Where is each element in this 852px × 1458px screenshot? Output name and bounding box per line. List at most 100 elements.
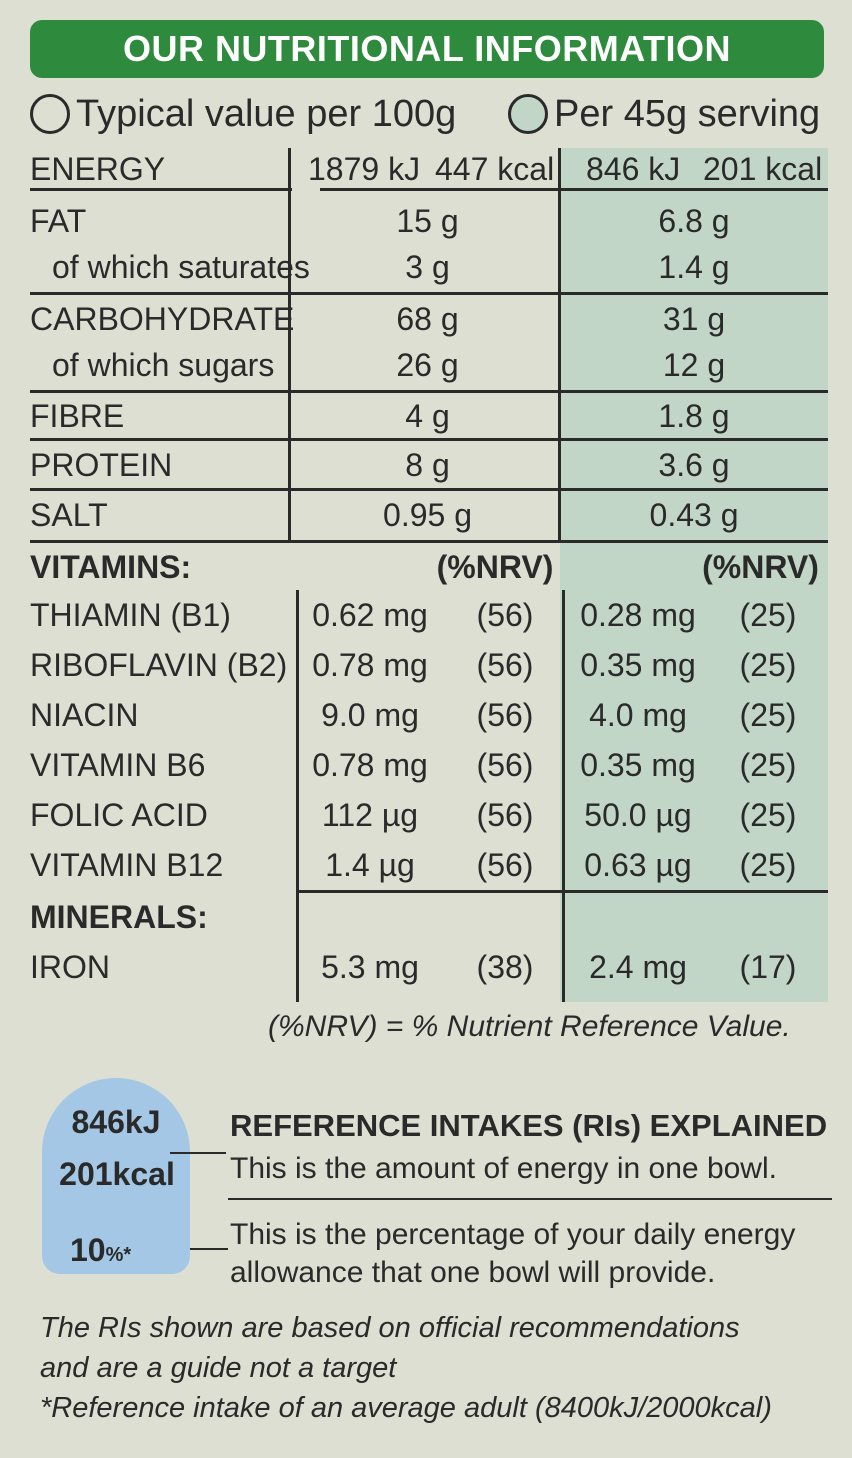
row-label: THIAMIN (B1) bbox=[30, 596, 231, 633]
footer-notes: The RIs shown are based on official reco… bbox=[40, 1308, 830, 1428]
nrv-serving: (17) bbox=[739, 948, 797, 985]
ri-leader-line bbox=[190, 1248, 228, 1250]
empty-circle-icon bbox=[30, 94, 70, 134]
nrv-100g: (56) bbox=[476, 746, 534, 783]
legend-per-100g-label: Typical value per 100g bbox=[76, 92, 457, 135]
table-row: IRON 5.3 mg (38) 2.4 mg (17) bbox=[30, 942, 828, 992]
row-label: FAT bbox=[30, 202, 87, 239]
vitamins-header-row: VITAMINS: (%NRV) (%NRV) bbox=[30, 544, 828, 590]
table-row: of which saturates 3 g 1.4 g bbox=[30, 244, 828, 290]
value-serving: 0.43 g bbox=[649, 496, 739, 533]
ri-percent-suffix: %* bbox=[105, 1244, 132, 1266]
table-row: VITAMIN B6 0.78 mg (56) 0.35 mg (25) bbox=[30, 740, 828, 790]
row-label: RIBOFLAVIN (B2) bbox=[30, 646, 288, 683]
table-row: FIBRE 4 g 1.8 g bbox=[30, 394, 828, 438]
amount-100g: 0.78 mg bbox=[312, 646, 428, 683]
column-divider bbox=[558, 148, 561, 540]
nrv-100g: (38) bbox=[476, 948, 534, 985]
value-serving: 1.4 g bbox=[658, 248, 730, 285]
energy-kj-100g: 1879 kJ bbox=[308, 150, 421, 187]
amount-100g: 0.78 mg bbox=[312, 746, 428, 783]
nrv-serving: (25) bbox=[739, 846, 797, 883]
value-100g: 0.95 g bbox=[383, 496, 472, 533]
minerals-header-row: MINERALS: bbox=[30, 894, 828, 940]
column-divider bbox=[288, 148, 291, 540]
minerals-heading: MINERALS: bbox=[30, 898, 208, 935]
value-serving: 12 g bbox=[662, 346, 726, 383]
row-label: of which saturates bbox=[52, 248, 310, 285]
amount-100g: 1.4 µg bbox=[325, 846, 415, 883]
title-banner: OUR NUTRITIONAL INFORMATION bbox=[30, 20, 824, 78]
amount-100g: 5.3 mg bbox=[321, 948, 419, 985]
nrv-footnote: (%NRV) = % Nutrient Reference Value. bbox=[268, 1010, 791, 1043]
amount-100g: 0.62 mg bbox=[312, 596, 428, 633]
legend-per-serving-label: Per 45g serving bbox=[554, 92, 821, 135]
row-label: NIACIN bbox=[30, 696, 139, 733]
table-row: RIBOFLAVIN (B2) 0.78 mg (56) 0.35 mg (25… bbox=[30, 640, 828, 690]
legend-per-serving: Per 45g serving bbox=[508, 88, 820, 140]
table-divider bbox=[30, 438, 828, 441]
table-divider bbox=[30, 488, 828, 491]
ri-badge bbox=[42, 1078, 190, 1274]
energy-kcal-serving: 201 kcal bbox=[703, 150, 823, 187]
ri-percent-description: This is the percentage of your daily ene… bbox=[230, 1218, 796, 1289]
value-serving: 31 g bbox=[662, 300, 726, 337]
nrv-header-serving: (%NRV) bbox=[702, 548, 819, 585]
amount-serving: 0.35 mg bbox=[580, 746, 696, 783]
amount-serving: 2.4 mg bbox=[589, 948, 687, 985]
nrv-100g: (56) bbox=[476, 696, 534, 733]
table-row: PROTEIN 8 g 3.6 g bbox=[30, 442, 828, 488]
amount-100g: 112 µg bbox=[321, 796, 419, 833]
table-divider bbox=[30, 540, 828, 543]
table-row: FAT 15 g 6.8 g bbox=[30, 198, 828, 244]
ri-heading: REFERENCE INTAKES (RIs) EXPLAINED bbox=[230, 1108, 828, 1143]
row-label: SALT bbox=[30, 496, 108, 533]
nrv-serving: (25) bbox=[739, 746, 797, 783]
legend-per-100g: Typical value per 100g bbox=[30, 88, 456, 140]
ri-badge-kj: 846kJ bbox=[71, 1104, 161, 1140]
ri-divider bbox=[228, 1198, 832, 1200]
table-row: VITAMIN B12 1.4 µg (56) 0.63 µg (25) bbox=[30, 840, 828, 890]
value-100g: 8 g bbox=[405, 446, 450, 483]
ri-energy-description: This is the amount of energy in one bowl… bbox=[230, 1152, 777, 1185]
nrv-100g: (56) bbox=[476, 646, 534, 683]
row-label: CARBOHYDRATE bbox=[30, 300, 295, 337]
table-row-energy: ENERGY 1879 kJ 447 kcal 846 kJ 201 kcal bbox=[30, 148, 828, 190]
value-100g: 68 g bbox=[396, 300, 459, 337]
amount-serving: 0.35 mg bbox=[580, 646, 696, 683]
row-label: ENERGY bbox=[30, 150, 166, 187]
row-label: of which sugars bbox=[52, 346, 275, 383]
serving-column-shade bbox=[560, 148, 828, 1002]
green-circle-icon bbox=[508, 94, 548, 134]
energy-kj-serving: 846 kJ bbox=[586, 150, 681, 187]
value-serving: 3.6 g bbox=[658, 446, 730, 483]
row-label: VITAMIN B6 bbox=[30, 746, 206, 783]
value-100g: 3 g bbox=[405, 248, 450, 285]
row-label: PROTEIN bbox=[30, 446, 173, 483]
table-row: of which sugars 26 g 12 g bbox=[30, 342, 828, 388]
footer-line: The RIs shown are based on official reco… bbox=[40, 1312, 740, 1344]
column-divider bbox=[562, 590, 565, 1002]
amount-serving: 4.0 mg bbox=[589, 696, 687, 733]
amount-serving: 0.28 mg bbox=[580, 596, 696, 633]
value-100g: 4 g bbox=[405, 397, 450, 434]
row-label: FIBRE bbox=[30, 397, 125, 434]
footer-line: and are a guide not a target bbox=[40, 1352, 397, 1384]
table-row: THIAMIN (B1) 0.62 mg (56) 0.28 mg (25) bbox=[30, 590, 828, 640]
column-divider bbox=[296, 590, 299, 1002]
table-divider bbox=[30, 390, 828, 393]
ri-badge-kcal: 201kcal bbox=[59, 1156, 175, 1192]
value-100g: 15 g bbox=[396, 202, 459, 239]
ri-percent-value: 10 bbox=[70, 1232, 106, 1268]
table-row: FOLIC ACID 112 µg (56) 50.0 µg (25) bbox=[30, 790, 828, 840]
nrv-serving: (25) bbox=[739, 796, 797, 833]
nrv-serving: (25) bbox=[739, 646, 797, 683]
nrv-100g: (56) bbox=[476, 846, 534, 883]
table-divider bbox=[30, 292, 828, 295]
energy-kcal-100g: 447 kcal bbox=[435, 150, 555, 187]
table-row: CARBOHYDRATE 68 g 31 g bbox=[30, 296, 828, 342]
nrv-serving: (25) bbox=[739, 596, 797, 633]
value-serving: 1.8 g bbox=[658, 397, 730, 434]
table-divider bbox=[320, 188, 828, 191]
ri-leader-line bbox=[170, 1152, 226, 1154]
